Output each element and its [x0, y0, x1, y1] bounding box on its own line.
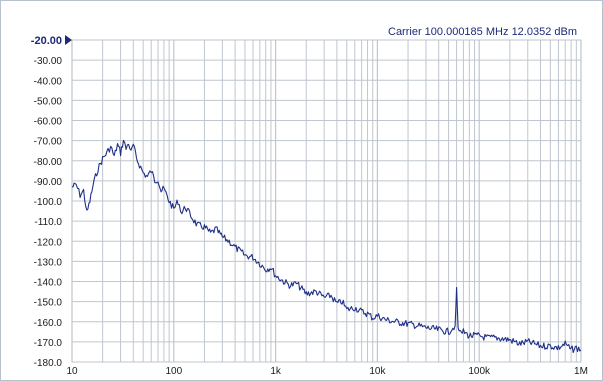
y-tick-label: -90.00 — [34, 177, 63, 188]
tick-labels: -20.00 -30.00 -40.00 -50.00 -60.00 -70.00 -80.… — [31, 35, 588, 377]
x-tick-label: 1M — [574, 366, 588, 377]
y-tick-label: -30.00 — [34, 56, 63, 67]
phase-noise-trace — [72, 139, 582, 354]
reference-marker — [65, 35, 72, 45]
x-tick-label: 10k — [369, 366, 386, 377]
y-tick-label: -100.0 — [34, 197, 63, 208]
y-tick-label: -180.0 — [34, 358, 63, 369]
power-readout: 12.0352 dBm — [512, 26, 577, 38]
y-tick-label: -110.0 — [34, 217, 62, 228]
x-tick-label: 10 — [66, 366, 78, 377]
y-tick-label: -40.00 — [34, 76, 63, 87]
x-tick-label: 100k — [468, 366, 491, 377]
y-tick-label: -160.0 — [34, 318, 63, 329]
y-tick-label: -120.0 — [34, 237, 63, 248]
trace-layer — [72, 139, 582, 354]
y-tick-label: -150.0 — [34, 298, 63, 309]
grid-lines — [71, 39, 582, 363]
x-tick-label: 100 — [165, 366, 182, 377]
x-tick-label: 1k — [270, 366, 282, 377]
y-tick-label: -130.0 — [34, 257, 63, 268]
y-tick-label: -60.00 — [34, 117, 63, 128]
y-tick-label: -170.0 — [34, 338, 63, 349]
reference-level-label: -20.00 — [31, 35, 62, 47]
y-tick-label: -80.00 — [34, 157, 63, 168]
y-tick-label: -70.00 — [34, 137, 63, 148]
carrier-readout: Carrier 100.000185 MHz — [388, 26, 508, 38]
reference-marker-layer — [65, 35, 72, 45]
y-tick-label: -140.0 — [34, 278, 63, 289]
y-tick-label: -50.00 — [34, 96, 63, 107]
